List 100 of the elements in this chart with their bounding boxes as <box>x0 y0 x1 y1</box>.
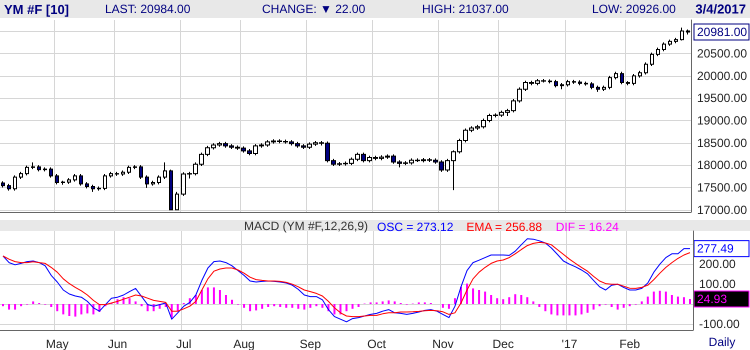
bar <box>261 304 264 309</box>
bar <box>134 301 137 304</box>
bar <box>508 297 510 304</box>
bar <box>321 304 324 308</box>
candlestick <box>680 27 684 42</box>
candlestick <box>1 180 5 188</box>
candlestick <box>644 62 648 75</box>
candlestick <box>79 174 83 186</box>
chart-title: YM #F [10] <box>4 2 70 17</box>
bar <box>550 304 552 314</box>
bar <box>532 301 534 304</box>
x-tick-label: Dec <box>492 337 514 350</box>
bar <box>50 304 52 307</box>
bar <box>502 299 504 304</box>
candlestick <box>127 165 131 175</box>
x-tick-label: Jun <box>108 337 128 350</box>
bar <box>62 304 64 314</box>
candlestick <box>97 186 101 192</box>
x-tick-label: Nov <box>432 337 454 350</box>
y-tick-label: 18500.00 <box>696 136 748 150</box>
bar <box>610 304 613 307</box>
bar <box>616 304 619 310</box>
candlestick <box>133 164 137 170</box>
y-tick-label: 17500.00 <box>696 180 748 194</box>
bar <box>544 304 546 312</box>
y-tick-label: 100.00 <box>699 277 736 291</box>
y-tick-label: -100.00 <box>699 317 740 331</box>
candlestick <box>37 164 41 172</box>
bar <box>297 304 300 309</box>
x-tick-label: Oct <box>367 337 387 350</box>
candlestick <box>668 39 672 46</box>
text: OSC = 273.12 <box>377 220 454 234</box>
bar <box>279 304 282 307</box>
candlestick <box>662 42 666 52</box>
bar <box>291 304 294 308</box>
bar <box>556 304 558 316</box>
candlestick <box>578 80 582 86</box>
candlestick <box>121 170 125 176</box>
y-tick-label: 200.00 <box>699 257 736 271</box>
bar <box>200 290 203 304</box>
candlestick <box>614 71 618 80</box>
text: 277.49 <box>697 242 734 256</box>
candlestick <box>145 174 149 188</box>
text: CHANGE: ▼ 22.00 <box>262 2 366 16</box>
series-label: EMA = 256.88 <box>466 220 542 234</box>
bar <box>74 304 76 317</box>
bar <box>574 304 576 316</box>
y-tick-label: 20000.00 <box>696 68 748 83</box>
text: 24.93 <box>697 292 728 306</box>
candlestick <box>163 162 167 180</box>
y-tick-label: 20500.00 <box>696 46 748 60</box>
bar <box>249 304 252 312</box>
text: 3/4/2017 <box>695 2 746 16</box>
bar <box>676 296 679 304</box>
bar <box>490 295 492 304</box>
bar <box>592 304 595 310</box>
bar <box>394 301 396 304</box>
candlestick <box>73 174 77 182</box>
x-tick-label: Feb <box>619 337 640 350</box>
candlestick <box>620 71 624 85</box>
bar <box>562 304 564 316</box>
candlestick <box>151 180 155 186</box>
bar <box>448 304 450 309</box>
bar <box>526 297 528 304</box>
candlestick <box>650 52 654 66</box>
bar <box>670 295 673 304</box>
bar <box>514 294 516 304</box>
bar <box>32 301 34 304</box>
candlestick <box>632 74 636 86</box>
bar <box>484 292 486 304</box>
bar <box>128 298 131 304</box>
candlestick <box>554 79 558 88</box>
candlestick <box>608 75 612 90</box>
bar <box>8 304 10 310</box>
candlestick <box>596 85 600 92</box>
bar <box>478 290 480 304</box>
bar <box>243 304 246 308</box>
candlestick <box>686 29 690 35</box>
bar <box>652 292 655 304</box>
bar <box>568 304 570 316</box>
candlestick <box>55 174 59 185</box>
candlestick <box>638 70 642 78</box>
bar <box>285 304 288 308</box>
text: LOW: 20926.00 <box>592 2 676 16</box>
bar <box>218 290 221 304</box>
bar <box>580 304 583 314</box>
candlestick <box>19 171 23 180</box>
bar <box>267 304 270 307</box>
bar <box>658 290 661 304</box>
x-tick-label: '17 <box>562 337 578 350</box>
candlestick <box>91 184 95 192</box>
bar <box>388 300 390 304</box>
text: 20981.00 <box>697 25 748 40</box>
bar <box>382 301 384 304</box>
bar <box>688 299 691 304</box>
candlestick <box>61 180 65 186</box>
bar <box>303 304 306 310</box>
text: Daily <box>708 335 736 349</box>
text: LAST: 20984.00 <box>105 2 191 16</box>
bar <box>622 304 625 308</box>
